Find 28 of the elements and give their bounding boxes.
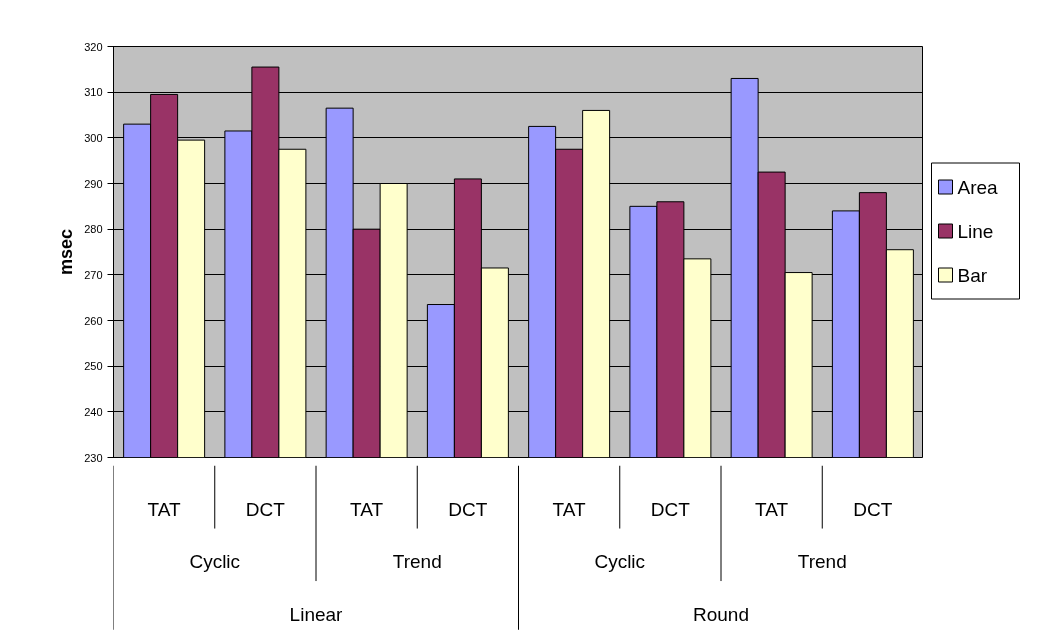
y-tick-label: 300 (84, 131, 103, 144)
x-tick-label: DCT (650, 498, 691, 520)
y-tick-label: 260 (84, 314, 103, 327)
y-tick-label: 230 (84, 451, 103, 464)
y-tick-label: 320 (84, 40, 103, 53)
x-tick-label: DCT (245, 498, 286, 520)
text: Linear (289, 603, 344, 625)
text: Cyclic (594, 551, 646, 573)
text: Trend (392, 551, 442, 573)
text: Round (693, 603, 750, 625)
y-tick-label: 250 (84, 360, 103, 373)
y-tick-label: 310 (84, 86, 103, 99)
text: Cyclic (189, 551, 241, 573)
legend-label: Bar (957, 264, 988, 286)
x-tick-label: DCT (853, 498, 893, 520)
x-tick-label: TAT (755, 498, 789, 520)
x-tick-label: TAT (147, 498, 182, 520)
y-tick-label: 290 (84, 177, 103, 190)
y-tick-label: 280 (84, 223, 103, 236)
x-tick-label: TAT (552, 498, 587, 520)
x-tick-label: DCT (448, 498, 488, 520)
legend-label: Area (957, 176, 999, 198)
y-tick-label: 270 (84, 268, 103, 281)
x-tick-label: TAT (350, 498, 384, 520)
legend-label: Line (957, 220, 994, 242)
y-axis-title: msec (56, 228, 77, 276)
text: Trend (797, 551, 847, 573)
y-tick-label: 240 (84, 405, 103, 418)
